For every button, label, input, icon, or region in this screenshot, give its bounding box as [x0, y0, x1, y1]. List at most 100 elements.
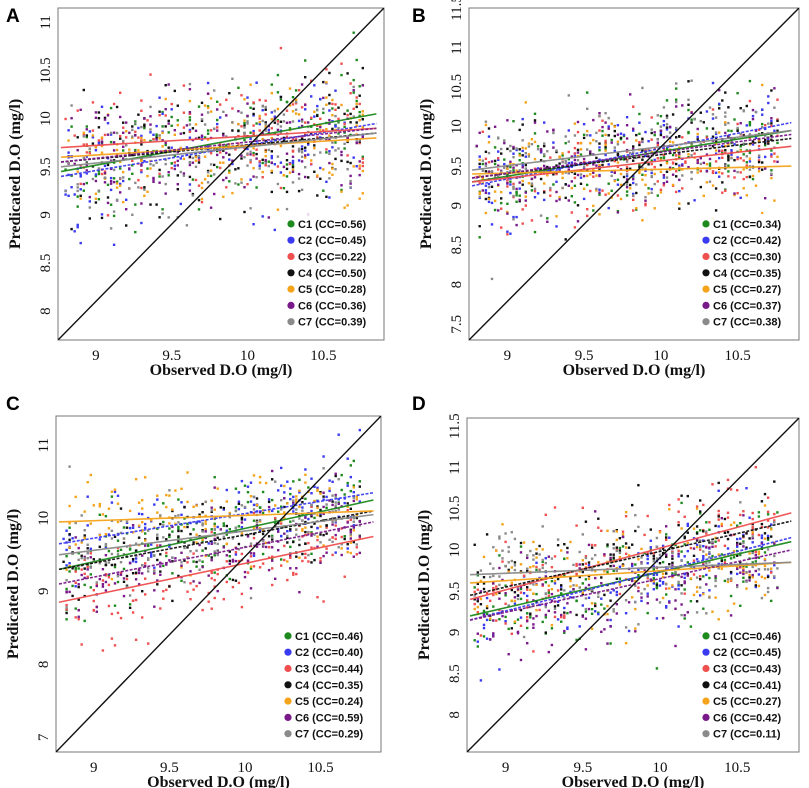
data-point — [655, 598, 659, 601]
data-point — [225, 151, 228, 155]
data-point — [310, 503, 313, 507]
data-point — [479, 603, 483, 606]
data-point — [606, 543, 609, 546]
data-point — [149, 203, 152, 206]
data-point — [677, 498, 680, 501]
data-point — [206, 138, 210, 141]
data-point — [655, 617, 659, 620]
data-point — [289, 556, 292, 559]
data-point — [736, 543, 739, 546]
data-point — [632, 194, 635, 197]
data-point — [625, 158, 629, 161]
data-point — [173, 89, 176, 93]
data-point — [85, 163, 88, 167]
data-point — [310, 531, 313, 534]
data-point — [567, 94, 570, 97]
data-point — [261, 161, 264, 165]
data-point — [204, 530, 207, 533]
data-point — [582, 123, 586, 126]
data-point — [285, 135, 289, 138]
data-point — [271, 583, 274, 587]
plot-area — [467, 418, 799, 752]
data-point — [485, 612, 489, 616]
data-point — [535, 548, 538, 551]
data-point — [476, 574, 479, 577]
data-point — [237, 110, 240, 113]
data-point — [773, 480, 776, 483]
data-point — [515, 190, 518, 194]
data-point — [183, 525, 186, 529]
data-point — [258, 114, 261, 118]
data-point — [304, 108, 307, 111]
data-point — [604, 143, 607, 147]
data-point — [322, 498, 325, 501]
data-point — [165, 493, 168, 497]
data-point — [337, 132, 340, 135]
data-point — [647, 192, 650, 195]
data-point — [665, 170, 669, 173]
data-point — [119, 561, 123, 564]
data-point — [641, 86, 644, 90]
data-point — [485, 605, 489, 608]
data-point — [549, 156, 552, 159]
data-point — [101, 649, 105, 652]
data-point — [677, 625, 680, 628]
data-point — [109, 106, 113, 110]
data-point — [216, 536, 219, 539]
data-point — [478, 191, 481, 194]
data-point — [473, 639, 476, 642]
data-point — [288, 121, 292, 124]
data-point — [176, 164, 179, 167]
data-point — [546, 130, 549, 133]
data-point — [186, 590, 189, 593]
data-point — [754, 111, 758, 114]
data-point — [569, 577, 572, 580]
data-point — [687, 153, 690, 156]
data-point — [729, 488, 733, 491]
data-point — [140, 159, 143, 162]
data-point — [234, 546, 238, 550]
data-point — [97, 140, 101, 144]
data-point — [522, 635, 526, 639]
plot-area — [58, 8, 384, 340]
data-point — [609, 553, 612, 556]
data-point — [754, 556, 757, 560]
data-point — [736, 537, 739, 541]
data-point — [498, 668, 501, 671]
data-point — [659, 131, 663, 135]
fit-line-c7 — [60, 132, 377, 168]
data-point — [518, 148, 521, 151]
data-point — [732, 602, 736, 605]
data-point — [761, 113, 764, 116]
data-point — [656, 114, 659, 117]
data-point — [313, 123, 316, 126]
data-point — [516, 594, 520, 597]
data-point — [349, 533, 352, 536]
data-point — [742, 142, 745, 145]
data-point — [358, 535, 361, 538]
data-point — [304, 121, 307, 124]
data-point — [316, 505, 319, 508]
data-point — [225, 529, 228, 532]
data-point — [634, 630, 637, 633]
data-point — [85, 125, 88, 128]
data-point — [141, 572, 144, 575]
data-point — [526, 599, 529, 602]
data-point — [726, 516, 730, 519]
data-point — [653, 165, 656, 169]
data-point — [668, 587, 671, 590]
legend-marker-c7 — [287, 318, 295, 326]
data-point — [316, 538, 319, 542]
data-point — [773, 575, 776, 578]
data-point — [352, 156, 355, 159]
data-point — [237, 559, 241, 563]
data-point — [182, 84, 186, 87]
data-point — [609, 618, 612, 622]
data-point — [249, 565, 253, 568]
data-point — [724, 164, 727, 167]
data-point — [307, 541, 310, 545]
data-point — [533, 196, 537, 199]
data-point — [188, 88, 192, 91]
data-point — [125, 136, 128, 139]
y-tick-label: 10 — [38, 111, 54, 126]
